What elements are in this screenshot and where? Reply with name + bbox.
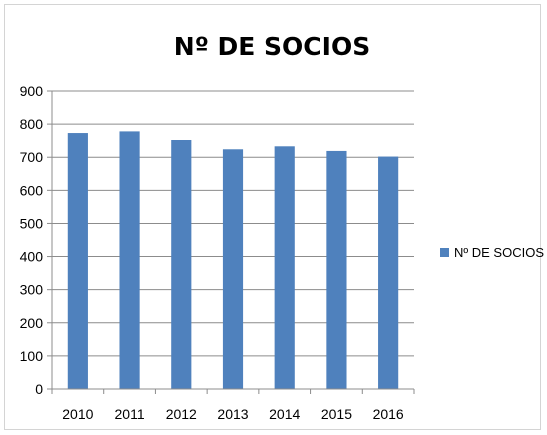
y-tick-label: 300 [20,282,44,298]
bar [119,131,140,389]
y-tick-label: 600 [20,182,44,198]
y-tick-label: 100 [20,348,44,364]
y-tick-label: 700 [20,149,44,165]
bar [67,133,88,389]
bars [67,131,399,389]
y-tick-label: 500 [20,215,44,231]
chart-title: Nº DE SOCIOS [174,32,370,61]
y-tick-label: 200 [20,315,44,331]
y-tick-label: 400 [20,249,44,265]
y-tick-label: 800 [20,116,44,132]
x-tick-label: 2010 [62,406,93,422]
x-tick-label: 2014 [269,406,300,422]
legend-label: Nº DE SOCIOS [454,245,544,260]
y-tick-label: 0 [35,381,43,397]
x-tick-label: 2011 [115,406,145,422]
bar [222,149,244,389]
axes [51,91,414,390]
x-tick-label: 2012 [166,406,197,422]
bar [326,150,347,389]
y-axis-ticks: 0 100 200 300 400 500 600 700 800 900 [20,83,52,397]
x-tick-label: 2013 [217,406,248,422]
legend: Nº DE SOCIOS [440,245,544,260]
x-tick-label: 2016 [373,406,404,422]
bar [378,156,399,389]
bar [274,146,295,389]
legend-swatch [440,248,449,257]
bar [171,140,192,389]
chart-frame [4,4,541,430]
x-tick-label: 2015 [321,406,352,422]
x-axis-ticks: 2010 2011 2012 2013 2014 2015 2016 [51,389,415,422]
y-tick-label: 900 [20,83,44,99]
